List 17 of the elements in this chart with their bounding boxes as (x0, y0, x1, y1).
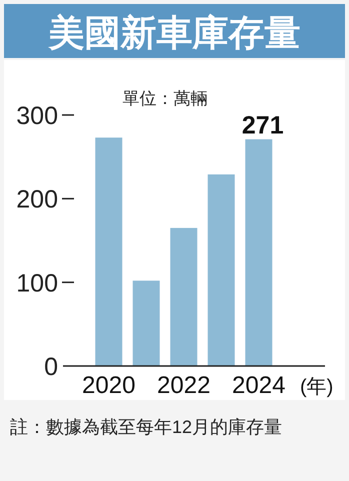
bar (208, 174, 235, 366)
y-tick-label: 0 (44, 353, 58, 381)
data-label: 271 (242, 111, 284, 140)
y-tick-label: 300 (16, 102, 58, 130)
bar (132, 280, 160, 366)
x-tick-label: 2022 (157, 372, 210, 399)
chart-title: 美國新車庫存量 (48, 12, 300, 53)
bar (245, 139, 272, 366)
text: 註：數據為截至每年12月的庫存量 (10, 417, 282, 437)
x-tick-label: 2020 (82, 372, 136, 399)
chart-subtitle: 單位：萬輛 (122, 89, 208, 108)
bar (95, 138, 122, 366)
x-tick-label: 2024 (232, 372, 286, 399)
bar (170, 228, 198, 366)
y-tick-label: 100 (16, 269, 58, 298)
y-tick-label: 200 (16, 186, 58, 214)
x-axis-title: (年) (300, 376, 334, 398)
